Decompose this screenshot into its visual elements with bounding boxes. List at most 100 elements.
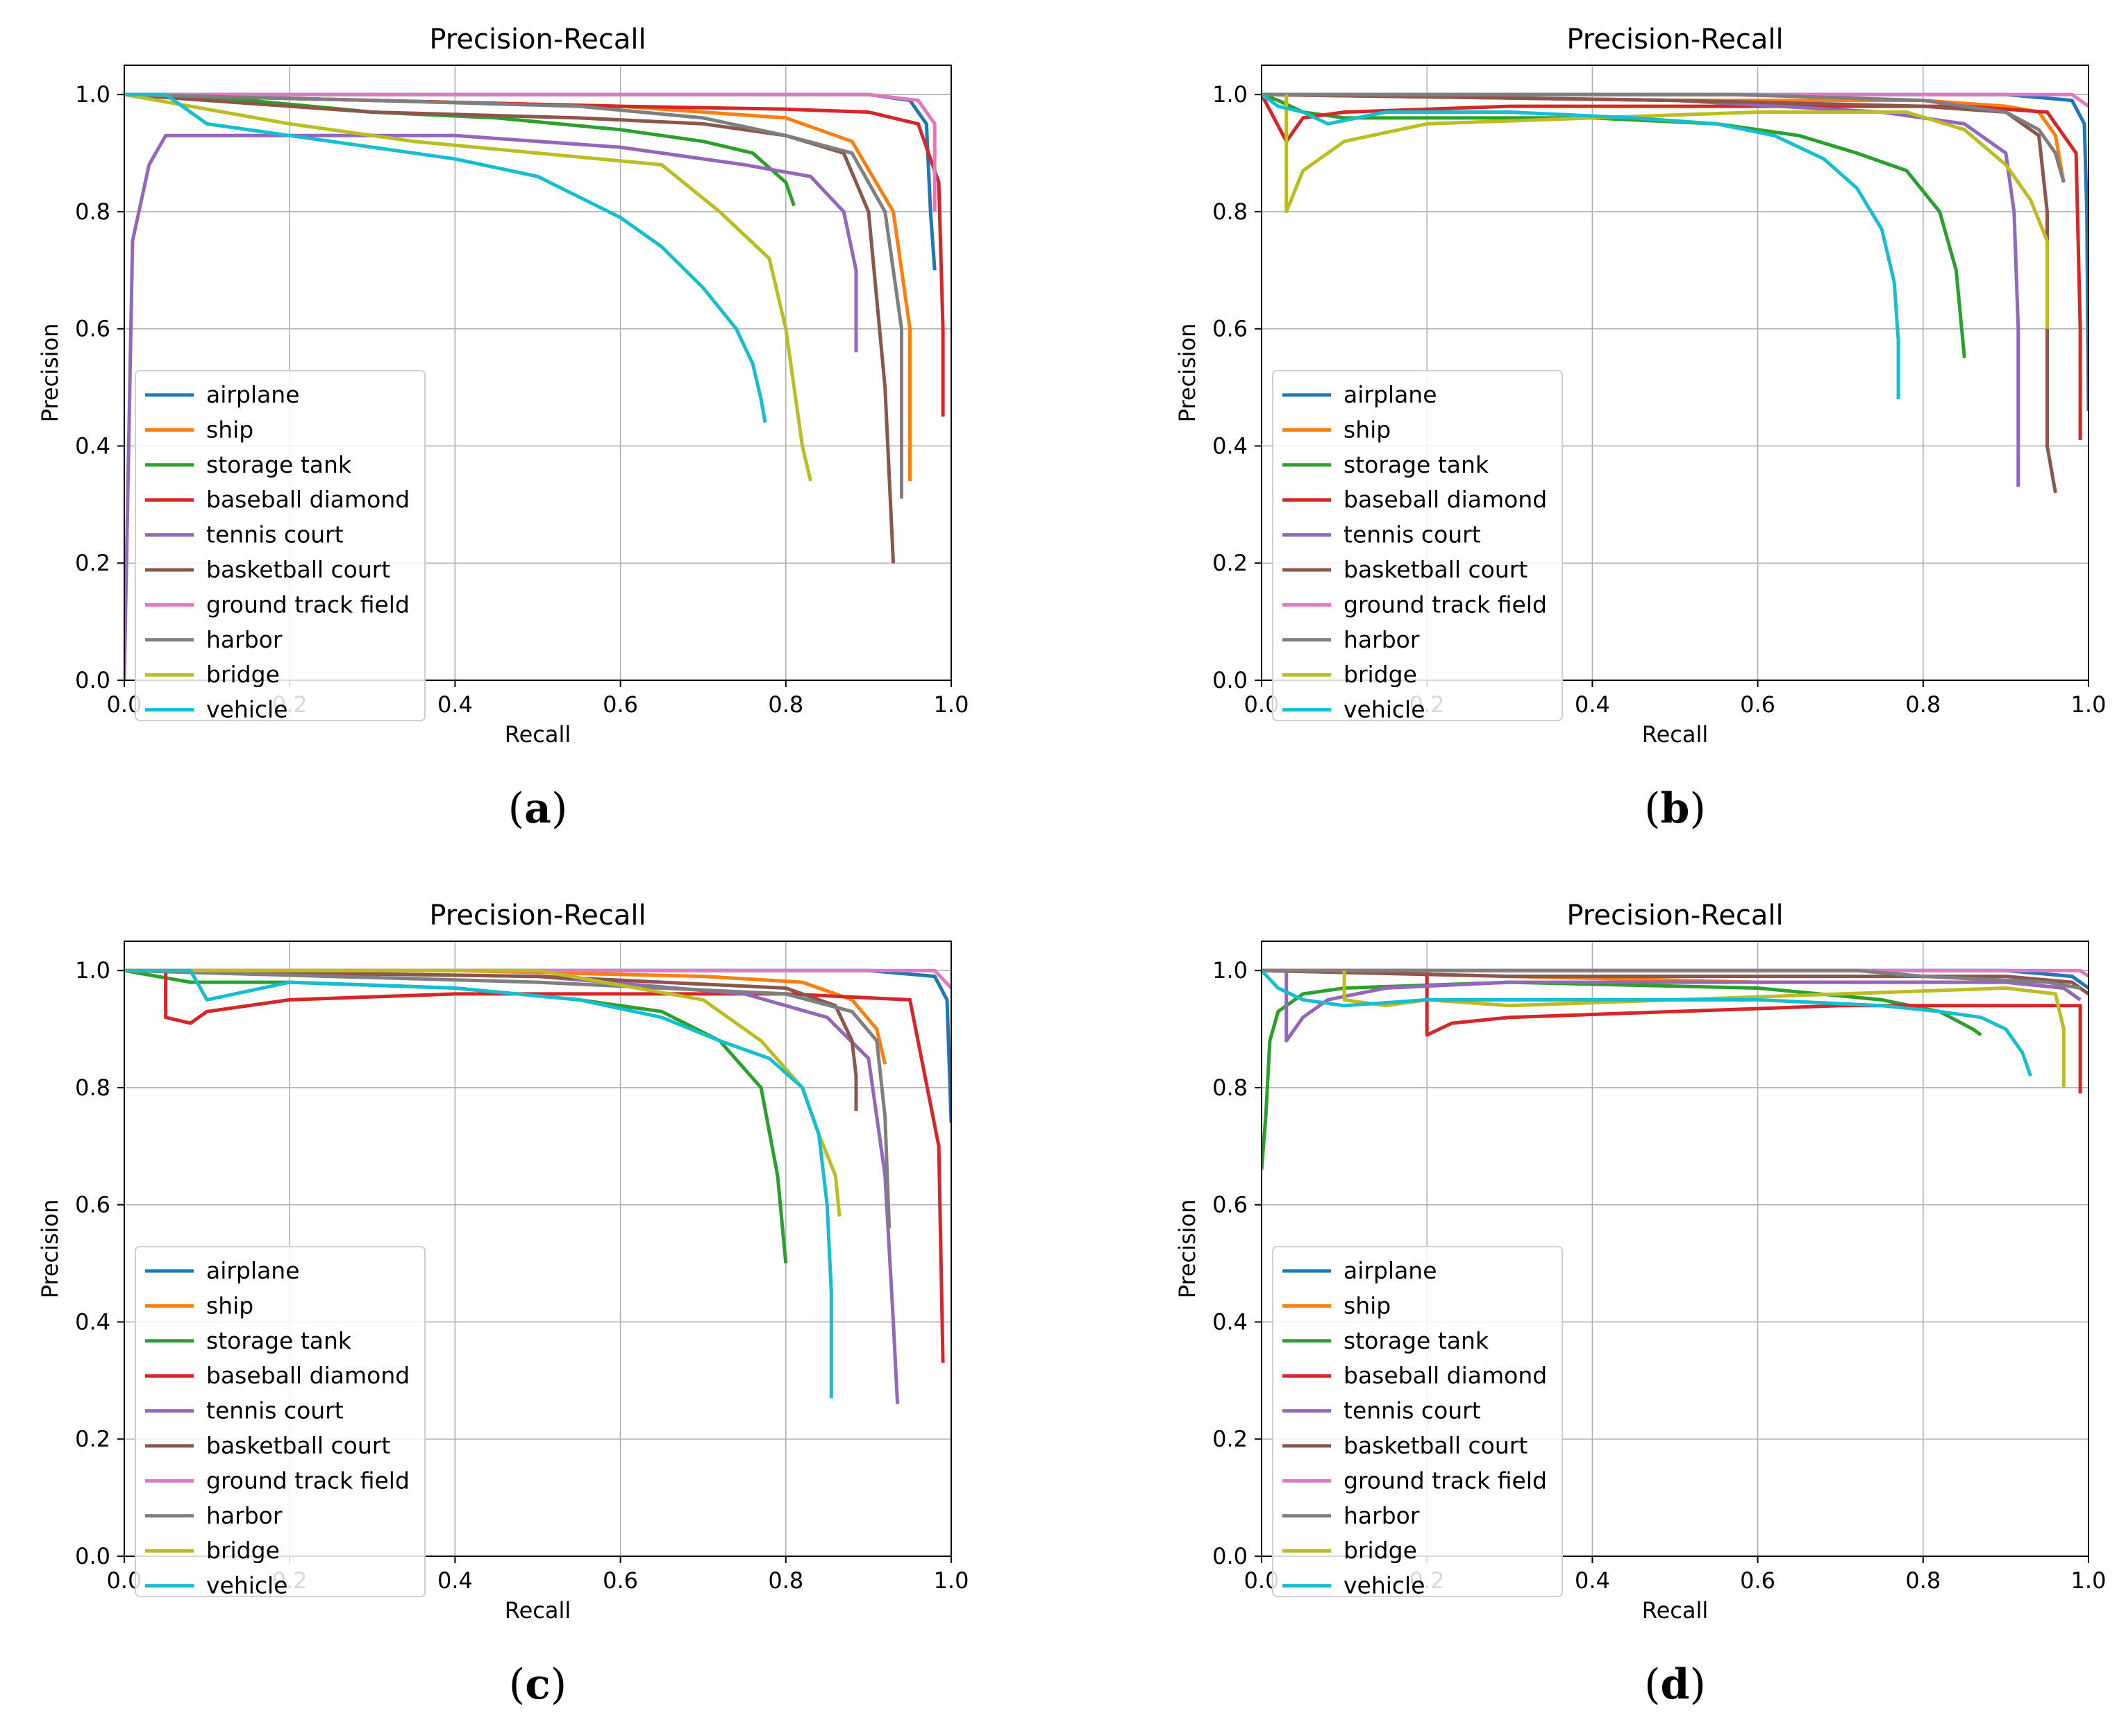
series-line-basketball-court xyxy=(1262,968,2089,995)
panel-caption: (c) xyxy=(509,1660,567,1709)
legend-label: bridge xyxy=(1344,661,1417,688)
y-tick-label: 0.6 xyxy=(75,316,110,342)
legend-box xyxy=(135,1246,426,1597)
legend-label: harbor xyxy=(206,626,283,653)
legend-label: basketball court xyxy=(206,556,390,583)
y-tick-label: 0.6 xyxy=(1212,1192,1248,1218)
y-tick-label: 0.8 xyxy=(1212,199,1248,225)
legend-label: airplane xyxy=(206,381,300,408)
y-tick-label: 0.0 xyxy=(75,1543,110,1569)
legend-label: basketball court xyxy=(206,1432,390,1459)
caption-close: ) xyxy=(1689,784,1705,833)
caption-letter: b xyxy=(1661,784,1690,833)
axes-frame xyxy=(124,941,952,1557)
y-tick-label: 0.6 xyxy=(1212,316,1248,342)
legend-label: ship xyxy=(1344,416,1391,443)
y-tick-label: 0.2 xyxy=(75,550,110,576)
series-group xyxy=(1262,92,2089,494)
caption-open: ( xyxy=(1644,1660,1660,1709)
legend-label: storage tank xyxy=(206,1327,352,1354)
legend-label: basketball court xyxy=(1344,1432,1527,1459)
legend-label: harbor xyxy=(1344,1502,1420,1529)
y-axis-label: Precision xyxy=(1174,1199,1200,1299)
series-line-vehicle xyxy=(124,92,767,423)
legend-box xyxy=(1272,1246,1563,1597)
y-tick-label: 1.0 xyxy=(75,81,110,108)
x-tick-label: 1.0 xyxy=(934,691,969,718)
legend-label: baseball diamond xyxy=(206,486,410,513)
series-group xyxy=(124,92,945,680)
series-line-baseball-diamond xyxy=(1262,968,2082,1094)
y-axis-label: Precision xyxy=(37,1199,63,1299)
axes-frame xyxy=(124,65,952,681)
series-line-tennis-court xyxy=(124,133,858,680)
legend-label: tennis court xyxy=(206,521,344,548)
legend-label: bridge xyxy=(206,661,280,688)
chart-panel-c: 0.00.20.40.60.81.00.00.20.40.60.81.0Prec… xyxy=(37,900,969,1709)
legend-label: bridge xyxy=(1344,1537,1417,1564)
legend-label: ship xyxy=(206,1292,253,1319)
chart-panel-a: 0.00.20.40.60.81.00.00.20.40.60.81.0Prec… xyxy=(37,24,969,833)
caption-close: ) xyxy=(551,784,567,833)
y-tick-label: 0.0 xyxy=(75,667,110,693)
legend-label: harbor xyxy=(1344,626,1420,653)
legend-label: ship xyxy=(206,416,253,443)
legend-label: vehicle xyxy=(206,1572,288,1599)
series-line-vehicle xyxy=(124,968,833,1399)
legend-box xyxy=(1272,370,1563,721)
x-tick-label: 0.4 xyxy=(437,691,473,718)
x-tick-label: 0.4 xyxy=(1575,691,1610,718)
caption-letter: a xyxy=(524,784,551,833)
series-line-harbor xyxy=(1262,92,2066,183)
x-tick-label: 1.0 xyxy=(2071,1567,2107,1594)
caption-open: ( xyxy=(508,784,524,833)
y-tick-label: 0.0 xyxy=(1212,667,1248,693)
y-tick-label: 0.4 xyxy=(75,1308,110,1335)
y-tick-label: 0.4 xyxy=(75,432,110,459)
legend-label: ground track field xyxy=(206,1467,410,1494)
panel-caption: (d) xyxy=(1644,1660,1706,1709)
series-line-vehicle xyxy=(1262,969,2032,1077)
legend-label: tennis court xyxy=(1344,521,1481,548)
legend-label: storage tank xyxy=(1344,451,1489,478)
chart-title: Precision-Recall xyxy=(1566,900,1783,932)
legend-label: baseball diamond xyxy=(1344,1362,1547,1389)
legend-label: ship xyxy=(1344,1292,1391,1319)
caption-close: ) xyxy=(1689,1660,1705,1709)
series-line-bridge xyxy=(1284,94,2049,329)
legend-label: tennis court xyxy=(1344,1397,1481,1424)
x-tick-label: 0.8 xyxy=(768,691,803,718)
chart-title: Precision-Recall xyxy=(429,900,646,932)
y-tick-label: 0.6 xyxy=(75,1192,110,1218)
x-tick-label: 0.6 xyxy=(1740,691,1775,718)
legend-label: ground track field xyxy=(1344,1467,1547,1494)
y-tick-label: 0.4 xyxy=(1212,432,1248,459)
legend-label: tennis court xyxy=(206,1397,344,1424)
legend-label: ground track field xyxy=(1344,591,1547,618)
legend-label: airplane xyxy=(1344,381,1437,408)
x-tick-label: 0.8 xyxy=(768,1567,803,1594)
x-tick-label: 1.0 xyxy=(934,1567,969,1594)
series-line-baseball-diamond xyxy=(164,970,945,1363)
x-axis-label: Recall xyxy=(1642,1597,1708,1624)
caption-letter: d xyxy=(1661,1660,1690,1709)
y-tick-label: 0.0 xyxy=(1212,1543,1248,1569)
series-line-ground-track-field xyxy=(124,92,937,212)
series-line-storage-tank xyxy=(124,968,788,1264)
series-line-storage-tank xyxy=(1262,92,1966,359)
legend-label: vehicle xyxy=(1344,1572,1425,1599)
y-tick-label: 0.4 xyxy=(1212,1308,1248,1335)
caption-letter: c xyxy=(525,1660,551,1709)
x-tick-label: 0.6 xyxy=(603,1567,638,1594)
series-line-basketball-court xyxy=(1262,92,2057,494)
legend-label: basketball court xyxy=(1344,556,1527,583)
legend-label: ground track field xyxy=(206,591,410,618)
series-group xyxy=(124,968,951,1404)
x-tick-label: 1.0 xyxy=(2071,691,2107,718)
legend-label: airplane xyxy=(206,1257,300,1284)
series-line-storage-tank xyxy=(1262,980,1982,1170)
legend-label: airplane xyxy=(1344,1257,1437,1284)
y-tick-label: 0.8 xyxy=(75,199,110,225)
y-tick-label: 0.2 xyxy=(1212,1426,1248,1452)
